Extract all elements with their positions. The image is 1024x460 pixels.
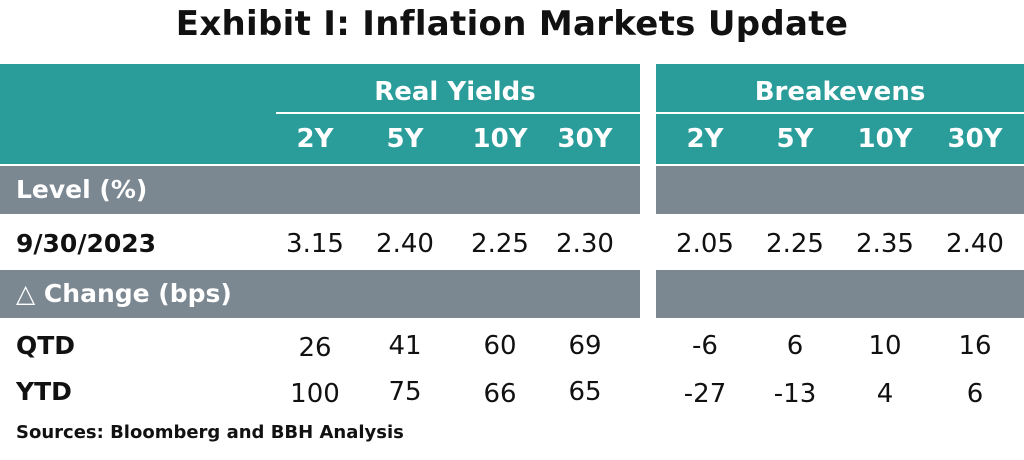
cell-level-real-30y: 2.30 (556, 229, 614, 259)
section-band-level-right (656, 166, 1024, 214)
group-label-breakevens: Breakevens (754, 77, 926, 107)
col-head-be-30y: 30Y (947, 124, 1003, 154)
group-label-real-yields: Real Yields (374, 77, 536, 107)
group-underline (276, 112, 640, 114)
col-head-real-5y: 5Y (386, 124, 424, 154)
cell-ytd-real-2y: 100 (290, 379, 340, 409)
cell-ytd-real-30y: 65 (568, 377, 602, 407)
cell-qtd-real-5y: 41 (388, 331, 422, 361)
cell-ytd-be-2y: -27 (683, 379, 727, 409)
cell-qtd-real-2y: 26 (298, 333, 332, 363)
real-yields-header: Real Yields 2Y 5Y 10Y 30Y (0, 64, 640, 164)
cell-qtd-be-5y: 6 (786, 331, 804, 361)
cell-level-real-2y: 3.15 (286, 229, 344, 259)
cell-level-real-10y: 2.25 (471, 229, 529, 259)
section-label-change: △ Change (bps) (16, 279, 232, 308)
col-head-real-10y: 10Y (472, 124, 528, 154)
cell-qtd-be-30y: 16 (958, 331, 992, 361)
col-head-be-5y: 5Y (776, 124, 814, 154)
section-band-level: Level (%) (0, 166, 640, 214)
section-label-level: Level (%) (16, 175, 148, 204)
row-label-qtd: QTD (16, 331, 76, 360)
row-label-ytd: YTD (16, 377, 72, 406)
col-head-real-2y: 2Y (296, 124, 334, 154)
cell-level-be-5y: 2.25 (766, 229, 824, 259)
cell-ytd-real-5y: 75 (388, 377, 422, 407)
row-label-level-date: 9/30/2023 (16, 229, 157, 258)
cell-level-be-10y: 2.35 (856, 229, 914, 259)
breakevens-header: Breakevens 2Y 5Y 10Y 30Y (656, 64, 1024, 164)
cell-qtd-real-10y: 60 (483, 331, 517, 361)
cell-qtd-be-10y: 10 (868, 331, 902, 361)
cell-qtd-be-2y: -6 (692, 331, 718, 361)
cell-ytd-be-30y: 6 (966, 379, 984, 409)
cell-level-be-2y: 2.05 (676, 229, 734, 259)
col-head-be-2y: 2Y (686, 124, 724, 154)
section-band-change-right (656, 270, 1024, 318)
cell-level-be-30y: 2.40 (946, 229, 1004, 259)
cell-level-real-5y: 2.40 (376, 229, 434, 259)
source-note: Sources: Bloomberg and BBH Analysis (16, 422, 404, 443)
cell-qtd-real-30y: 69 (568, 331, 602, 361)
cell-ytd-real-10y: 66 (483, 379, 517, 409)
section-band-change: △ Change (bps) (0, 270, 640, 318)
cell-ytd-be-5y: -13 (773, 379, 817, 409)
chart-title: Exhibit I: Inflation Markets Update (175, 4, 849, 44)
cell-ytd-be-10y: 4 (876, 379, 894, 409)
col-head-be-10y: 10Y (857, 124, 913, 154)
group-underline (656, 112, 1024, 114)
col-head-real-30y: 30Y (557, 124, 613, 154)
